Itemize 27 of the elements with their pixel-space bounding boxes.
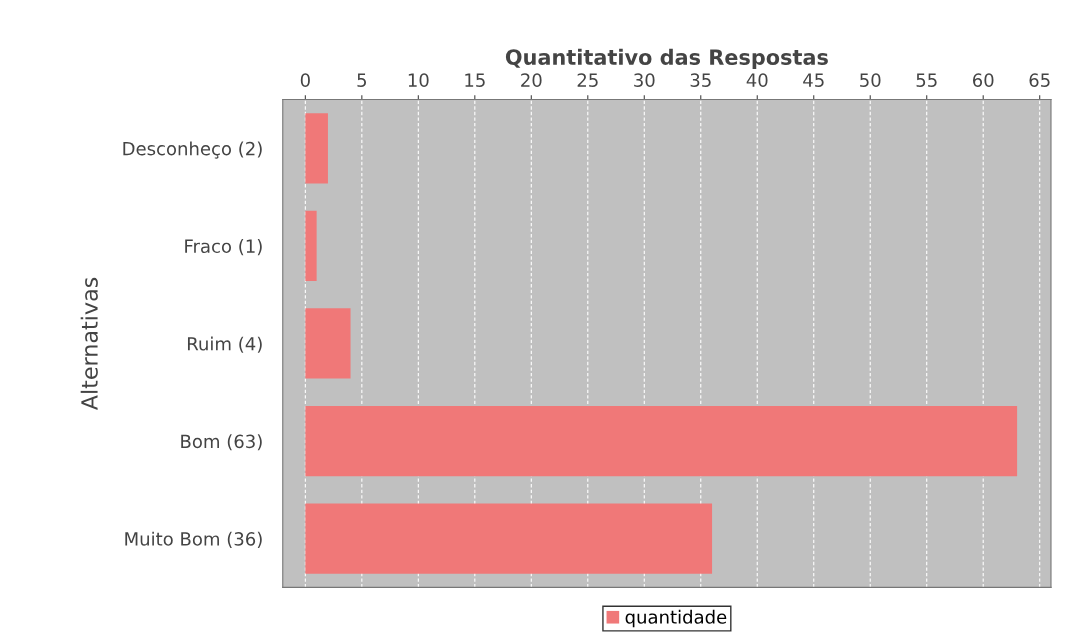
bar [305, 503, 713, 574]
x-tick-label: 10 [408, 73, 429, 87]
bar [305, 405, 1018, 477]
y-tick-label: Desconheço (2) [123, 141, 262, 159]
bar [305, 210, 317, 282]
x-tick-label: 30 [634, 73, 655, 87]
y-tick-label: Bom (63) [181, 434, 262, 451]
x-tick-label: 65 [1029, 73, 1050, 87]
x-axis-title: Quantitativo das Respostas [505, 48, 828, 70]
x-tick-label: 55 [916, 73, 937, 87]
x-tick-label: 60 [972, 73, 994, 87]
x-tick-label: 35 [690, 73, 711, 87]
y-tick-label: Ruim (4) [187, 336, 262, 353]
y-axis-title: Alternativas [80, 277, 98, 411]
y-tick-label: Fraco (1) [185, 239, 262, 256]
x-tick-label: 15 [465, 73, 485, 87]
y-tick-label: Muito Bom (36) [125, 531, 262, 548]
x-tick-label: 20 [521, 73, 542, 87]
x-tick-label: 5 [357, 73, 367, 87]
x-tick-label: 45 [803, 73, 824, 87]
x-tick-label: 0 [300, 73, 310, 87]
x-tick-label: 25 [577, 73, 598, 87]
x-tick-label: 40 [746, 73, 768, 87]
bar [305, 308, 351, 379]
bar [305, 113, 328, 184]
legend-label: quantidade [625, 609, 727, 628]
x-tick-label: 50 [860, 73, 881, 87]
